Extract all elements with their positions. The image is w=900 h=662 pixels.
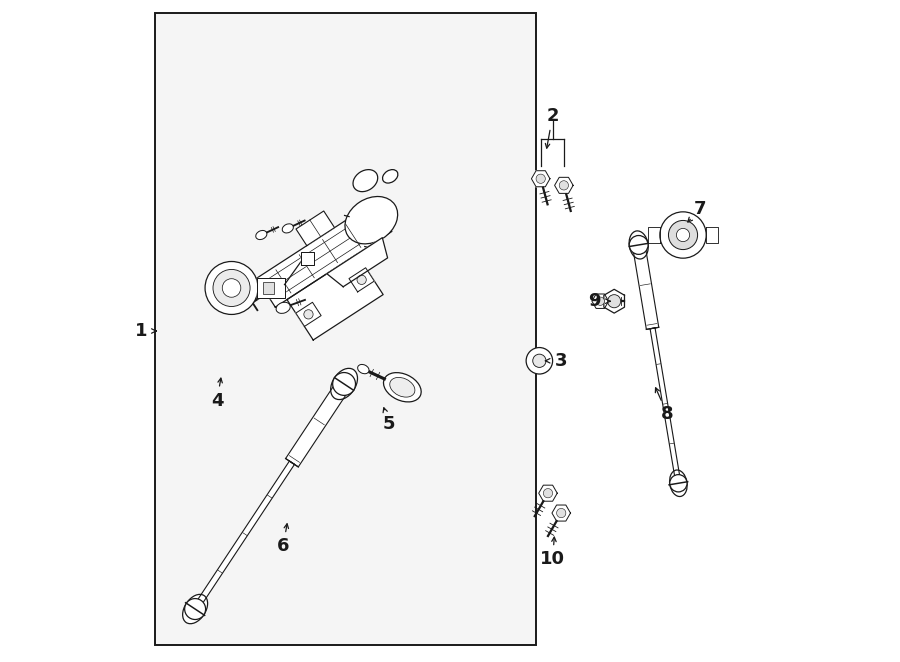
Circle shape [629,236,648,254]
Ellipse shape [357,365,369,374]
Polygon shape [301,252,314,265]
Circle shape [544,489,553,498]
Circle shape [213,269,250,307]
Polygon shape [554,177,573,193]
Circle shape [184,598,205,620]
Ellipse shape [283,224,293,233]
Polygon shape [604,289,625,313]
Polygon shape [592,294,608,308]
Polygon shape [296,211,335,246]
Ellipse shape [353,169,378,191]
Text: 7: 7 [694,199,706,218]
Circle shape [222,279,241,297]
Bar [264,282,274,294]
Text: 6: 6 [277,537,290,555]
Circle shape [556,508,566,518]
Polygon shape [287,254,383,340]
Ellipse shape [345,197,398,244]
Circle shape [533,354,546,367]
Ellipse shape [330,368,357,400]
Circle shape [526,348,553,374]
Circle shape [304,310,313,319]
Polygon shape [349,267,374,292]
Polygon shape [327,238,388,287]
Text: 8: 8 [661,404,673,423]
Bar [156,13,536,645]
Polygon shape [296,303,321,326]
Text: 9: 9 [588,292,600,310]
Circle shape [596,297,605,305]
Circle shape [677,228,689,242]
Circle shape [670,475,687,492]
Ellipse shape [670,470,688,496]
Ellipse shape [390,377,415,397]
Circle shape [660,212,706,258]
Polygon shape [633,244,659,330]
Polygon shape [531,171,550,187]
Circle shape [333,373,356,395]
Text: 5: 5 [382,414,395,433]
Circle shape [669,220,698,250]
Text: 4: 4 [211,391,223,410]
Circle shape [559,181,569,190]
Polygon shape [256,203,392,307]
Polygon shape [539,485,557,501]
Ellipse shape [183,594,208,624]
Polygon shape [706,227,718,243]
Text: 2: 2 [546,107,559,125]
Polygon shape [552,505,571,521]
Polygon shape [256,278,284,298]
Ellipse shape [276,303,291,313]
Text: 10: 10 [540,550,565,569]
Circle shape [357,275,366,285]
Polygon shape [650,328,681,484]
Text: 1: 1 [135,322,147,340]
Polygon shape [648,227,660,243]
Ellipse shape [629,231,648,259]
Polygon shape [193,461,294,611]
Ellipse shape [383,373,421,402]
Ellipse shape [382,169,398,183]
Circle shape [205,261,258,314]
Polygon shape [285,380,350,467]
Circle shape [608,295,621,308]
Circle shape [536,174,545,183]
Ellipse shape [256,230,267,240]
Text: 3: 3 [555,352,568,370]
